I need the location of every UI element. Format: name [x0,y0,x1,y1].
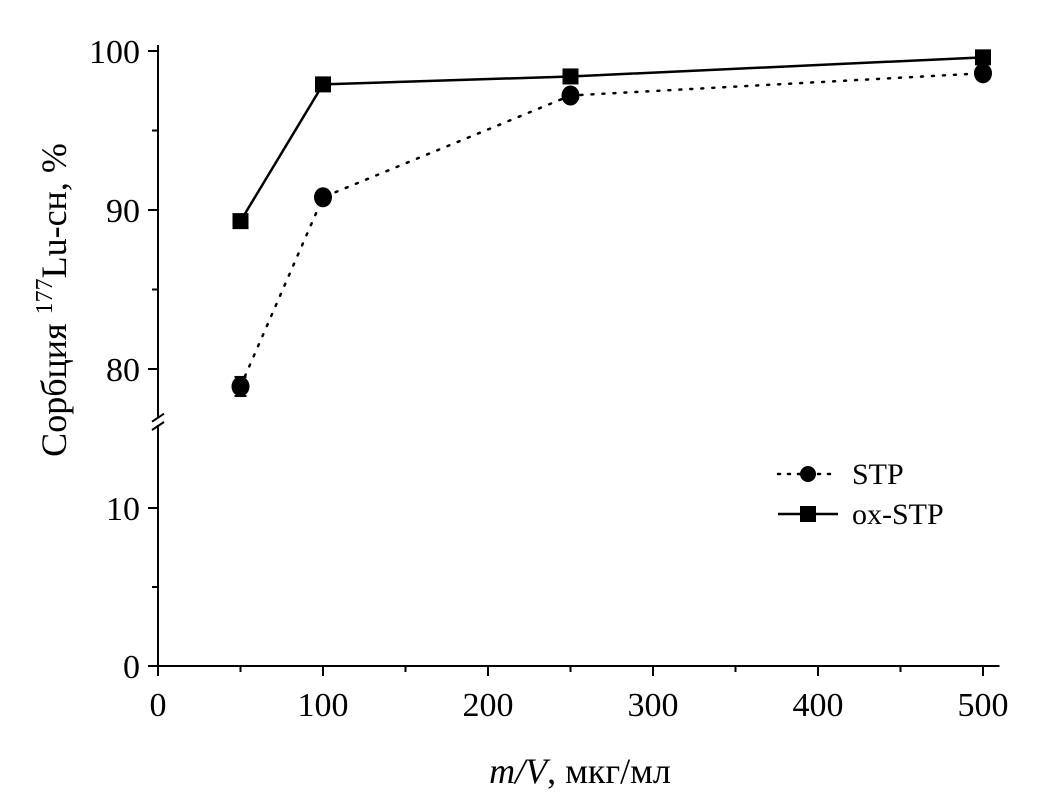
y-tick-label: 0 [123,649,140,686]
legend: STP ox-STP [776,458,944,531]
x-tick-label: 400 [793,687,844,724]
series-stp [231,63,992,398]
data-point-square [562,68,579,85]
x-tick-label: 200 [463,687,514,724]
data-point-circle [974,63,992,84]
series-line-ox-stp [239,56,984,222]
series-ox-stp [232,49,991,230]
legend-item-stp: STP [776,458,904,491]
x-tick-label: 100 [298,687,349,724]
legend-stp-marker [800,466,816,482]
legend-stp-label: STP [852,458,904,491]
axes [151,45,1000,667]
ticks: 0 100 200 300 400 500 0 10 80 90 100 [89,34,1009,724]
data-point-circle [314,187,332,208]
y-tick-label: 80 [106,352,140,389]
series [231,49,992,398]
x-tick-label: 300 [628,687,679,724]
data-point-square [232,213,249,230]
y-tick-label: 100 [89,34,140,71]
data-point-square [975,49,991,66]
y-axis-label: Сорбция 177Lu-сн, % [32,143,74,457]
data-point-circle [561,85,580,106]
x-tick-label: 500 [958,687,1009,724]
axis-break-mark [151,412,165,423]
x-axis-label: m/V, мкг/мл [489,751,671,791]
y-tick-label: 10 [106,491,140,528]
series-line-stp [239,72,985,388]
legend-ox-stp-label: ox-STP [852,498,944,531]
legend-ox-stp-marker [800,506,816,522]
data-point-square [315,76,331,93]
x-tick-label: 0 [150,687,167,724]
legend-item-ox-stp: ox-STP [778,498,944,531]
axis-break-mark [151,421,165,431]
data-point-circle [231,376,250,397]
y-tick-label: 90 [106,193,140,230]
